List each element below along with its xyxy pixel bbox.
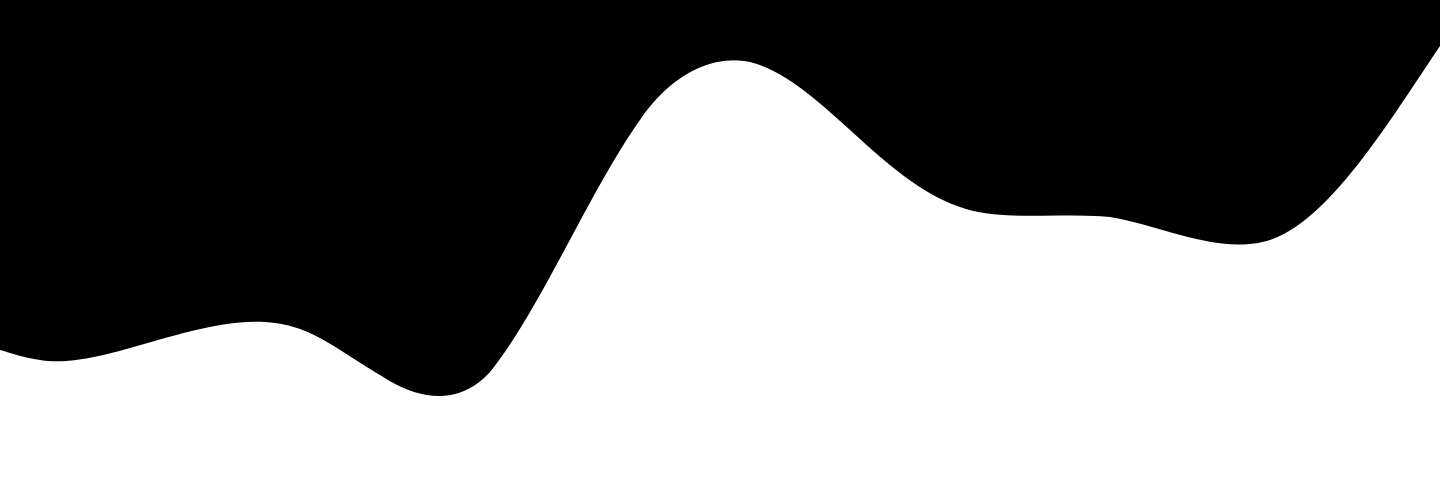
gradient-wave-shape bbox=[0, 0, 1440, 396]
